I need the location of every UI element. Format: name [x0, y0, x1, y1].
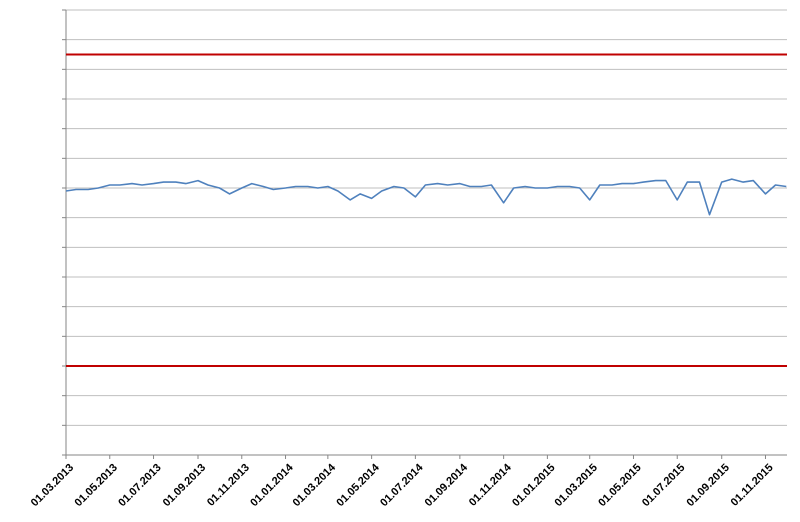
x-tick-label: 01.03.2013 — [29, 462, 76, 509]
x-tick-label: 01.07.2013 — [116, 462, 163, 509]
x-tick-label: 01.01.2014 — [248, 461, 296, 509]
x-tick-label: 01.11.2013 — [205, 462, 252, 509]
x-tick-label: 01.05.2014 — [334, 461, 382, 509]
x-tick-label: 01.01.2015 — [510, 462, 557, 509]
data-line — [65, 178, 787, 216]
x-tick-label: 01.11.2014 — [467, 461, 515, 509]
x-tick-label: 01.07.2014 — [378, 461, 426, 509]
x-tick-label: 01.07.2015 — [640, 462, 687, 509]
x-tick-label: 01.11.2015 — [729, 462, 776, 509]
x-tick-label: 01.05.2015 — [596, 462, 643, 509]
x-tick-label: 01.09.2014 — [423, 461, 471, 509]
x-tick-label: 01.09.2015 — [685, 462, 732, 509]
x-tick-label: 01.09.2013 — [161, 462, 208, 509]
x-tick-label: 01.03.2014 — [291, 461, 339, 509]
x-tick-label: 01.03.2015 — [553, 462, 600, 509]
x-tick-label: 01.05.2013 — [73, 462, 120, 509]
